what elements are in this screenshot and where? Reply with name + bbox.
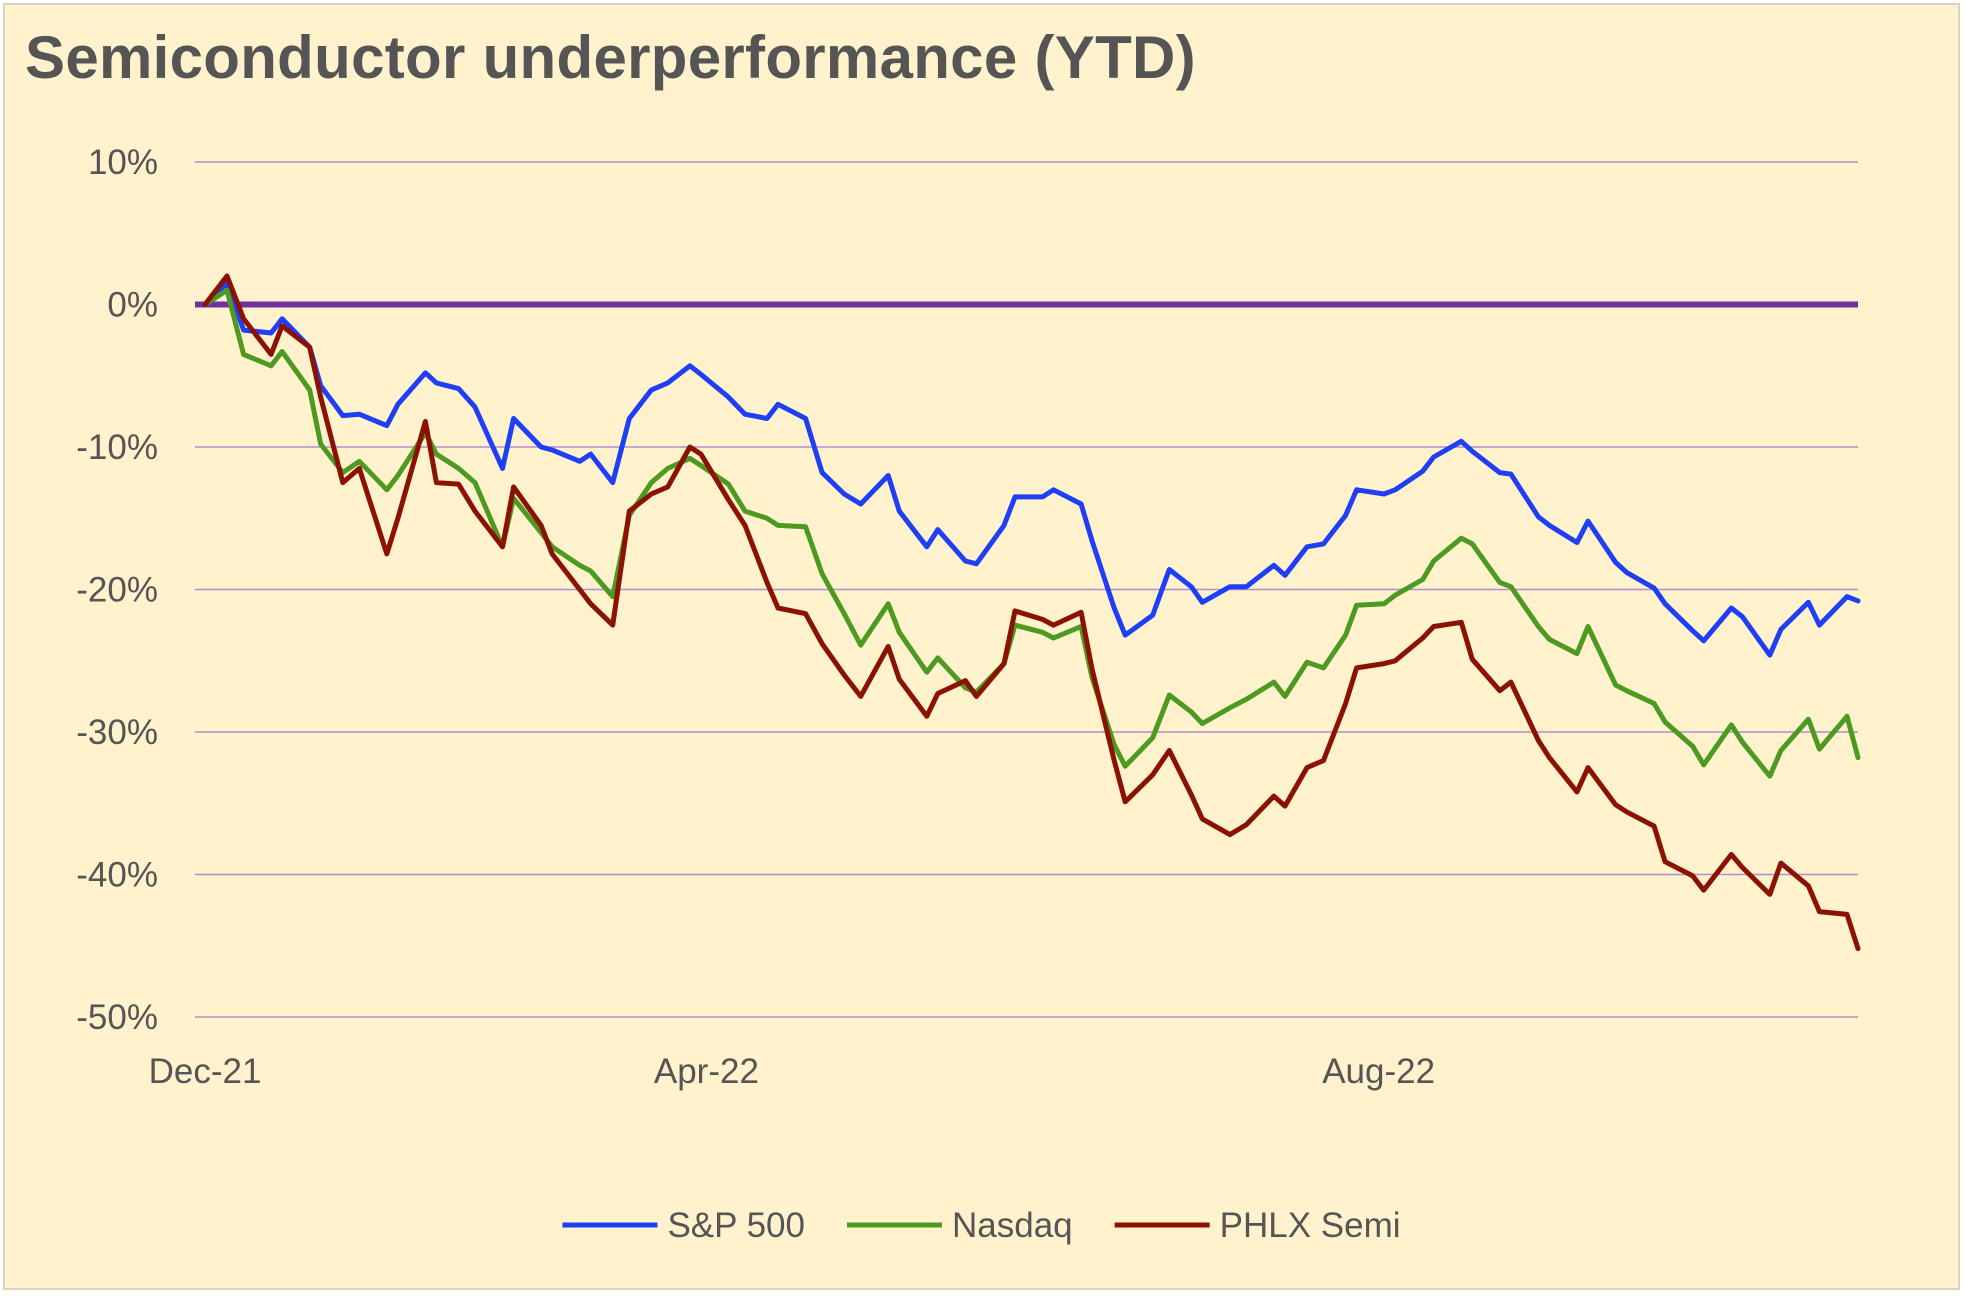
x-tick-label: Aug-22	[1322, 1052, 1435, 1091]
legend-label: Nasdaq	[952, 1206, 1073, 1245]
y-tick-label: -30%	[76, 713, 158, 752]
y-tick-label: -10%	[76, 428, 158, 467]
legend: S&P 500 Nasdaq PHLX Semi	[562, 1206, 1401, 1245]
line-chart: 10% 0% -10% -20% -30% -40% -50% Dec-21 Apr-22 Au…	[76, 143, 1861, 1245]
series-lines	[202, 273, 1861, 952]
y-tick-label: 0%	[107, 286, 158, 325]
legend-label: PHLX Semi	[1220, 1206, 1401, 1245]
gridlines	[195, 161, 1858, 1018]
y-tick-label: 10%	[88, 143, 158, 182]
x-tick-label: Dec-21	[149, 1052, 262, 1091]
y-tick-label: -50%	[76, 998, 158, 1037]
chart-title: Semiconductor underperformance (YTD)	[25, 24, 1196, 91]
legend-item: PHLX Semi	[1114, 1206, 1401, 1245]
legend-item: Nasdaq	[846, 1206, 1073, 1245]
y-tick-label: -20%	[76, 571, 158, 610]
y-tick-label: -40%	[76, 856, 158, 895]
x-tick-label: Apr-22	[654, 1052, 759, 1091]
chart-area: Semiconductor underperformance (YTD) 10%…	[3, 3, 1960, 1290]
series-line-nasdaq	[202, 287, 1861, 779]
y-axis: 10% 0% -10% -20% -30% -40% -50%	[76, 143, 158, 1037]
series-line-s-p-500	[202, 280, 1861, 658]
legend-item: S&P 500	[562, 1206, 805, 1245]
x-axis: Dec-21 Apr-22 Aug-22	[149, 1052, 1435, 1091]
series-line-phlx-semi	[202, 273, 1861, 952]
legend-label: S&P 500	[667, 1206, 805, 1245]
